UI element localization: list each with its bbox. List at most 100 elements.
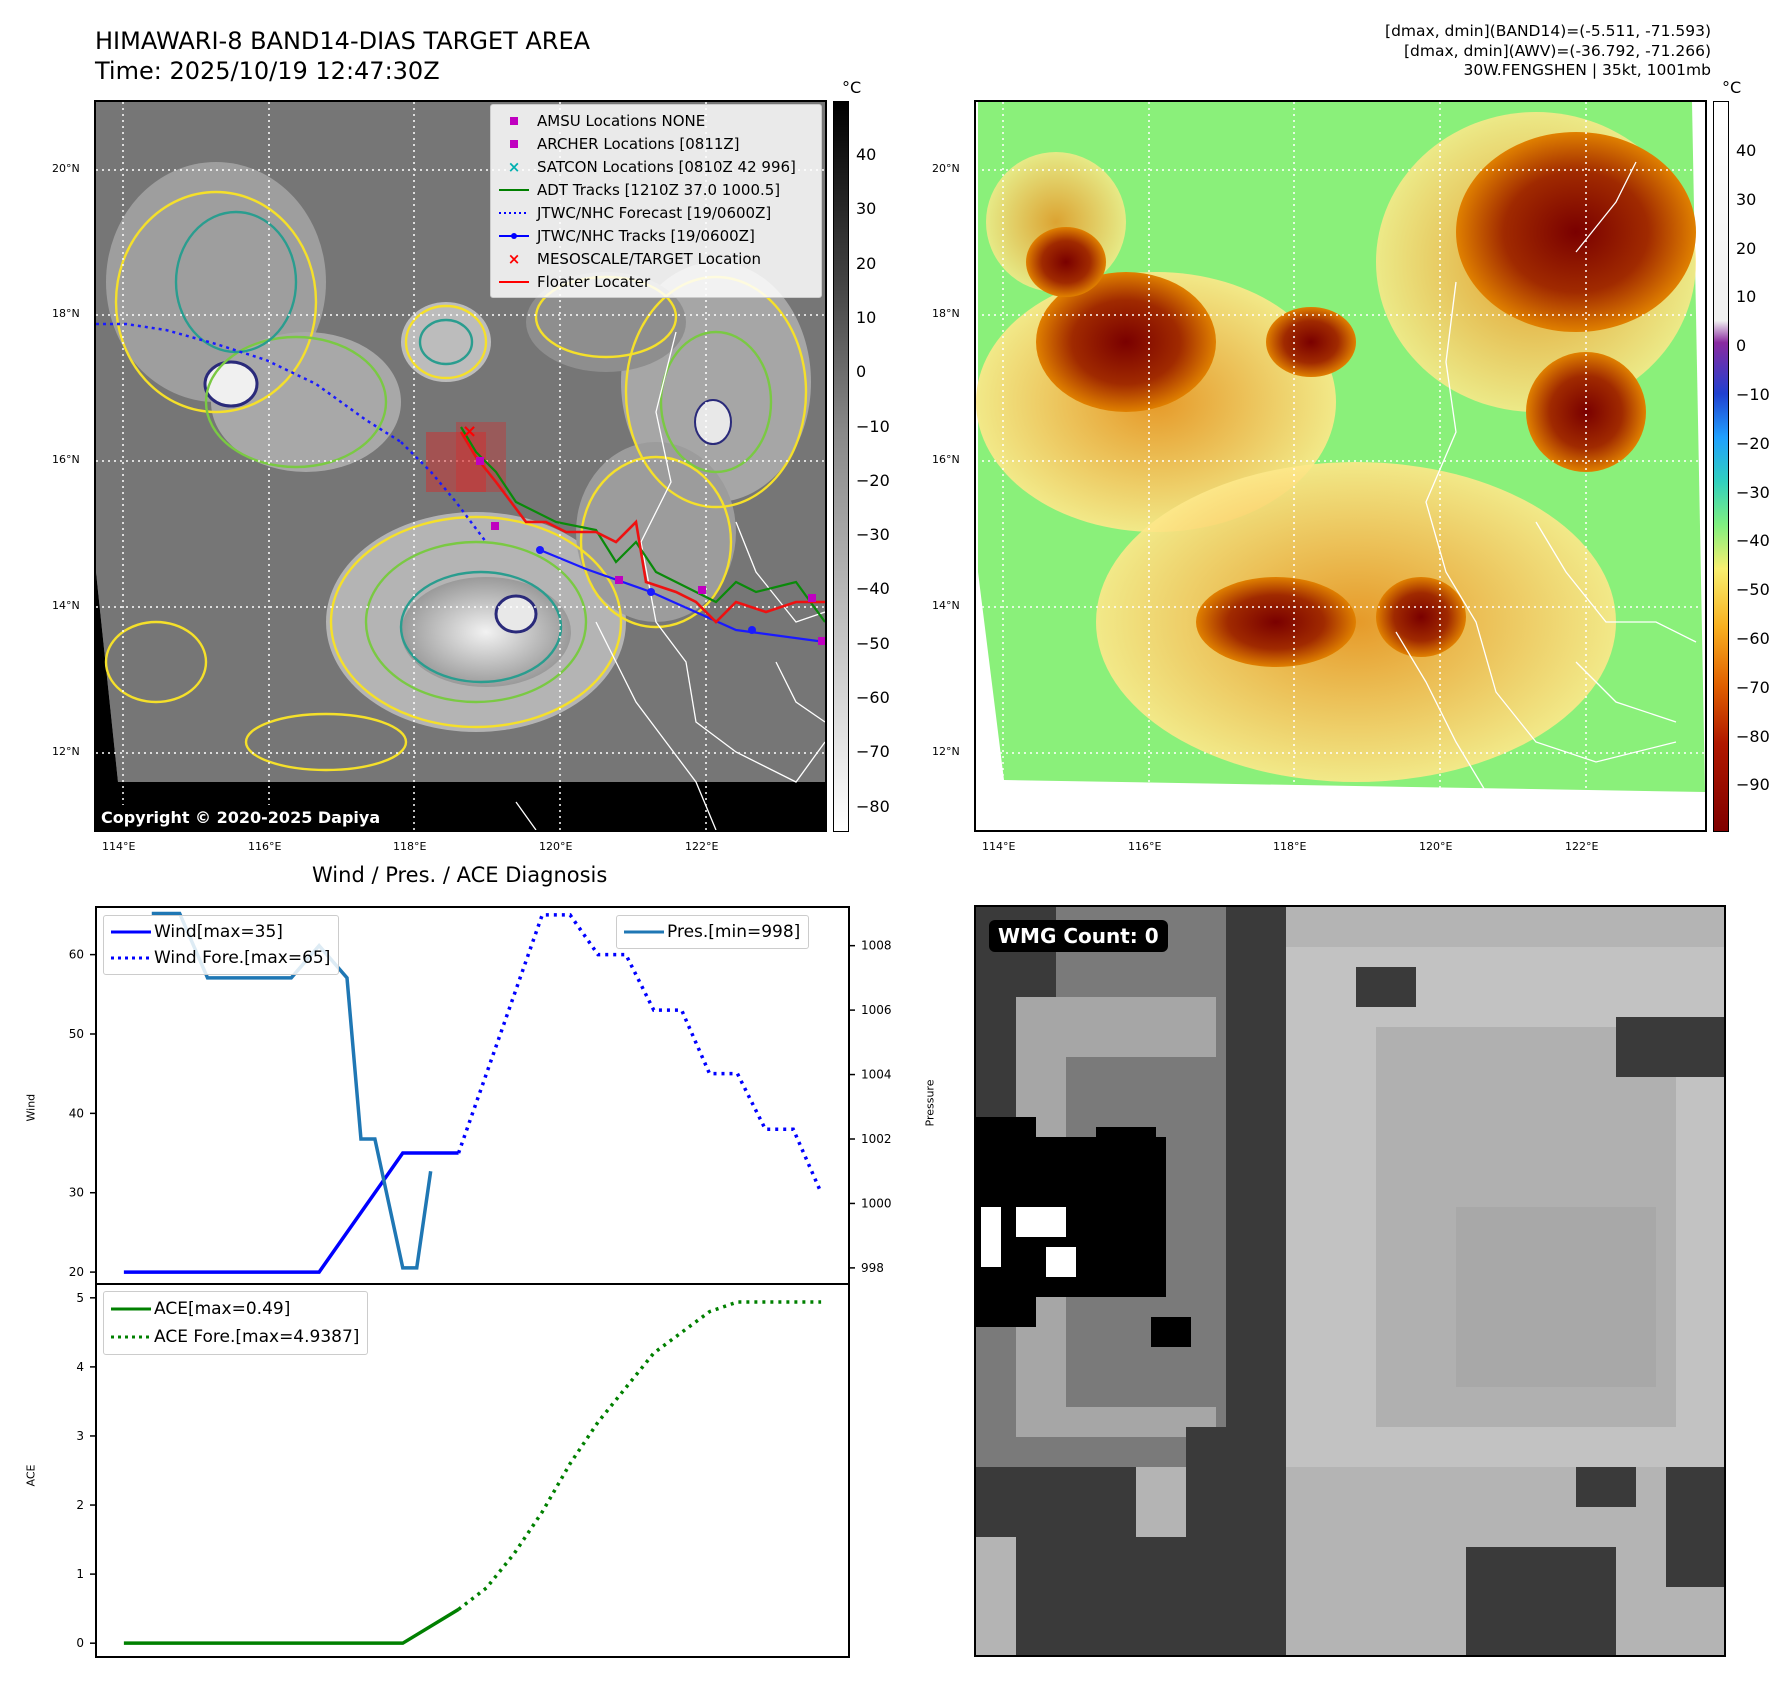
colorbar-tick-label: −70	[856, 742, 890, 762]
legend-row-forecast: JTWC/NHC Forecast [19/0600Z]	[491, 201, 821, 224]
wmg-image	[976, 907, 1724, 1655]
legend-label: AMSU Locations NONE	[537, 111, 706, 130]
awv-colorbar	[1713, 101, 1729, 832]
x-marker-icon: ×	[507, 249, 521, 268]
legend-label: ARCHER Locations [0811Z]	[537, 134, 740, 153]
wmg-count-label: WMG Count: 0	[989, 920, 1168, 952]
legend-label: ACE[max=0.49]	[154, 1299, 291, 1319]
colorbar-tick-label: 10	[1736, 287, 1757, 307]
legend-label: JTWC/NHC Forecast [19/0600Z]	[537, 203, 772, 222]
square-marker-icon	[491, 116, 537, 126]
colorbar-tick-label: −30	[1736, 482, 1770, 502]
legend-row-ace: ACE[max=0.49]	[108, 1295, 359, 1323]
solid-line-icon	[491, 279, 537, 285]
ace-tick-label: 4	[76, 1360, 84, 1374]
colorbar-tick-label: −50	[1736, 580, 1770, 600]
pressure-tick-label: 1004	[861, 1068, 892, 1082]
colorbar-tick-label: −40	[1736, 531, 1770, 551]
ace-legend: ACE[max=0.49] ACE Fore.[max=4.9387]	[103, 1291, 369, 1355]
colorbar-tick-label: −30	[856, 525, 890, 545]
wind-tick-label: 40	[69, 1106, 84, 1120]
pressure-tick-label: 998	[861, 1261, 884, 1275]
title-line-1: HIMAWARI-8 BAND14-DIAS TARGET AREA	[95, 27, 591, 55]
colorbar-tick-label: −90	[1736, 775, 1770, 795]
pressure-tick-label: 1006	[861, 1003, 892, 1017]
figure-title: HIMAWARI-8 BAND14-DIAS TARGET AREA Time:…	[95, 26, 590, 86]
series-line-0	[123, 1151, 459, 1274]
colorbar-tick-label: 20	[1736, 238, 1757, 258]
x-marker-icon: ×	[507, 157, 521, 176]
lat-label: 14°N	[52, 599, 80, 612]
colorbar-tick-label: 40	[856, 145, 877, 164]
legend-label: SATCON Locations [0810Z 42 996]	[537, 157, 796, 176]
wmg-panel: WMG Count: 0	[974, 905, 1726, 1657]
ace-tick-label: 3	[76, 1429, 84, 1443]
colorbar-tick-label: 30	[1736, 189, 1757, 209]
lon-label: 114°E	[102, 840, 136, 853]
colorbar-tick-label: −80	[1736, 726, 1770, 746]
colorbar-tick-label: 10	[856, 307, 877, 327]
lon-label: 116°E	[248, 840, 282, 853]
info-line-2: [dmax, dmin](AWV)=(-36.792, -71.266)	[1404, 41, 1711, 60]
ace-axis-label: ACE	[24, 1464, 38, 1487]
copyright-label: Copyright © 2020-2025 Dapiya	[96, 805, 386, 830]
line-dot-icon	[491, 232, 537, 240]
dotted-line-icon	[108, 955, 154, 961]
colorbar-tick-label: −20	[1736, 433, 1770, 453]
colorbar-tick-label: 40	[1736, 141, 1757, 160]
lat-label: 18°N	[932, 307, 960, 320]
colorbar-tick-label: 20	[856, 253, 877, 273]
ace-series-line-0	[123, 1607, 460, 1645]
legend-label: ADT Tracks [1210Z 37.0 1000.5]	[537, 180, 781, 199]
legend-label: Wind[max=35]	[154, 922, 283, 942]
solid-line-icon	[491, 187, 537, 193]
lat-label: 16°N	[52, 453, 80, 466]
legend-label: JTWC/NHC Tracks [19/0600Z]	[537, 226, 755, 245]
lat-label: 20°N	[932, 162, 960, 175]
colorbar-tick-label: −10	[1736, 385, 1770, 404]
colorbar-tick-label: 30	[856, 199, 877, 219]
lon-label: 114°E	[982, 840, 1016, 853]
wind-axis-label: Wind	[24, 1093, 38, 1122]
dotted-line-icon	[108, 1334, 154, 1340]
legend-row-target: × MESOSCALE/TARGET Location	[491, 247, 821, 270]
ace-tick-label: 1	[76, 1567, 84, 1581]
dotted-line-icon	[491, 210, 537, 216]
solid-line-icon	[108, 929, 154, 935]
lat-label: 14°N	[932, 599, 960, 612]
ace-tick-label: 5	[76, 1291, 84, 1305]
colorbar-tick-label: −50	[856, 633, 890, 653]
colorbar-tick-label: 0	[856, 362, 867, 382]
wind-legend: Wind[max=35] Wind Fore.[max=65]	[103, 915, 340, 975]
colorbar-tick-label: −60	[856, 688, 890, 707]
map-legend: AMSU Locations NONE ARCHER Locations [08…	[490, 104, 822, 298]
legend-label: Floater Locater	[537, 272, 651, 291]
wind-tick-label: 50	[69, 1027, 84, 1041]
lon-label: 118°E	[1273, 840, 1307, 853]
lat-label: 12°N	[52, 745, 80, 758]
lat-label: 20°N	[52, 162, 80, 175]
colorbar-tick-label: −60	[1736, 629, 1770, 648]
colorbar-tick-label: −80	[856, 796, 890, 816]
wind-tick-label: 20	[69, 1265, 84, 1279]
wind-tick-label: 60	[69, 948, 84, 962]
colorbar-tick-label: −70	[1736, 677, 1770, 697]
ace-tick-label: 2	[76, 1498, 84, 1512]
lat-label: 16°N	[932, 453, 960, 466]
legend-row-ace-fore: ACE Fore.[max=4.9387]	[108, 1323, 359, 1351]
colorbar-tick-label: −10	[856, 416, 890, 436]
solid-line-icon	[108, 1306, 154, 1312]
ace-tick-label: 0	[76, 1636, 84, 1650]
svg-text:×: ×	[462, 421, 477, 442]
lon-label: 120°E	[539, 840, 573, 853]
colorbar-tick-label: −20	[856, 470, 890, 490]
square-marker-icon	[491, 139, 537, 149]
legend-label: Pres.[min=998]	[667, 922, 801, 942]
chart-title: Wind / Pres. / ACE Diagnosis	[312, 863, 608, 887]
legend-row-wind-fore: Wind Fore.[max=65]	[108, 945, 330, 971]
legend-row-archer: ARCHER Locations [0811Z]	[491, 132, 821, 155]
legend-row-wind: Wind[max=35]	[108, 919, 330, 945]
pressure-tick-label: 1008	[861, 939, 892, 953]
grayscale-colorbar	[833, 101, 849, 832]
info-line-1: [dmax, dmin](BAND14)=(-5.511, -71.593)	[1385, 22, 1711, 40]
